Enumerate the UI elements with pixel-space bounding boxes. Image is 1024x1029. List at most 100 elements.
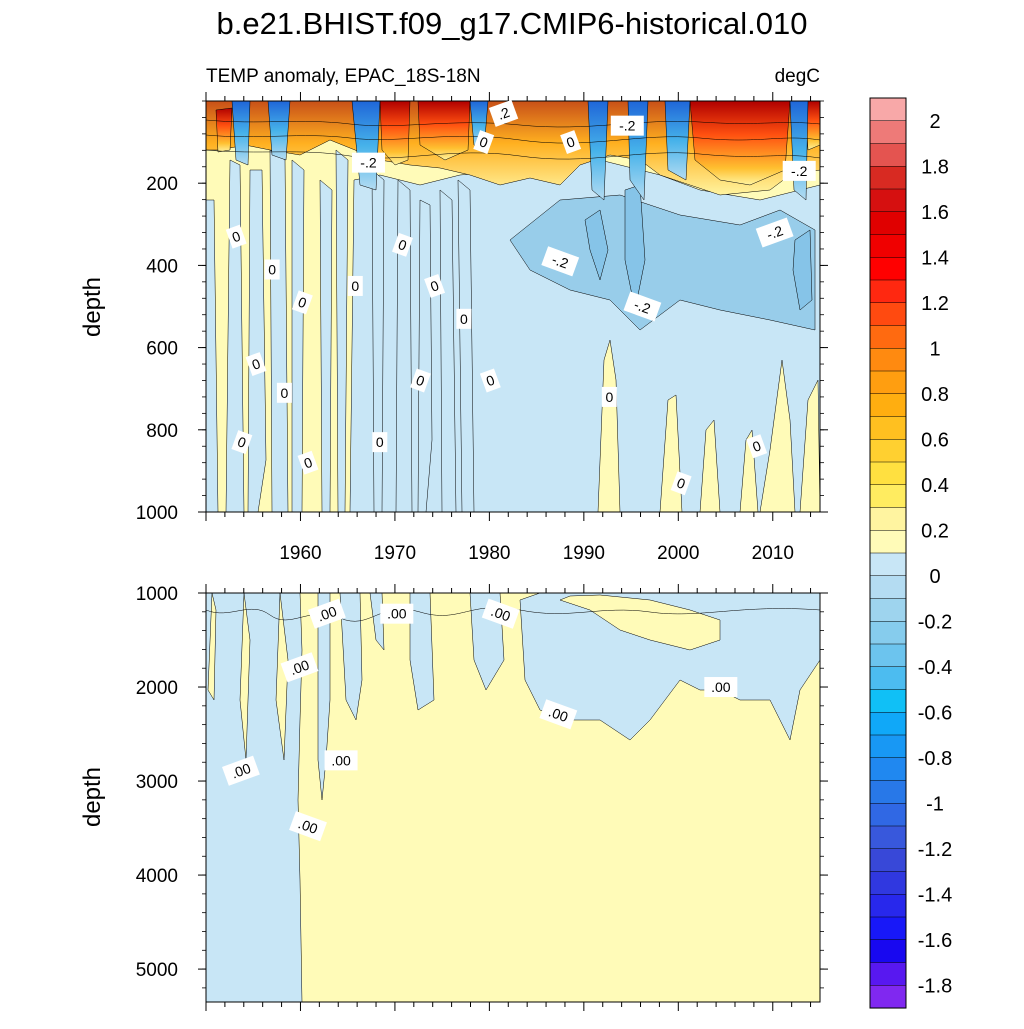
contour-label-text: -.2	[619, 118, 636, 134]
contour-label-box	[473, 130, 495, 155]
colorbar-swatch	[869, 666, 907, 691]
colorbar-label: -0.2	[918, 611, 952, 633]
contour-label-box	[541, 246, 580, 277]
panel-subtitle-left: TEMP anomaly, EPAC_18S-18N	[206, 66, 481, 87]
colorbar-swatch	[869, 712, 907, 736]
colorbar-swatch	[869, 211, 907, 236]
contour-label: 0	[424, 273, 446, 298]
contour-label: -.2	[541, 246, 580, 277]
contour-label-text: -.2	[632, 296, 653, 317]
contour-label-text: .00	[296, 815, 320, 837]
colorbar-swatch	[869, 120, 907, 145]
lower-y-axis: 1000 2000 3000 4000 5000	[136, 584, 828, 989]
contour-label-text: 0	[281, 385, 289, 401]
contour-label-box	[479, 368, 501, 393]
colorbar-swatch	[869, 962, 907, 986]
colorbar-label: -0.8	[918, 748, 952, 770]
contour-label-text: .00	[229, 760, 253, 782]
contour-label-text: .00	[288, 656, 312, 678]
upper-hot-patches	[215, 101, 820, 186]
contour-label-text: -.2	[791, 163, 808, 179]
contour-label-box	[409, 368, 431, 393]
colorbar-swatch	[869, 507, 907, 531]
contour-label-text: 0	[460, 311, 468, 327]
colorbar-label: 1.8	[921, 156, 949, 178]
colorbar-label: 1.6	[921, 202, 949, 224]
colorbar-label: -0.6	[918, 702, 952, 724]
contour-label: .00	[704, 677, 738, 698]
contour-label-box	[347, 275, 363, 296]
contour-label-text: 0	[351, 278, 359, 294]
y-tick-label: 1000	[136, 584, 178, 605]
contour-label: 0	[746, 434, 768, 459]
contour-label-text: -.2	[360, 155, 377, 171]
colorbar-swatch	[869, 757, 907, 782]
figure-title: b.e21.BHIST.f09_g17.CMIP6-historical.010	[216, 6, 807, 41]
contour-label: 0	[245, 352, 267, 377]
colorbar: 2 1.8 1.6 1.4 1.2 1 0.8 0.6 0.4 0.2 0 -0.2 -0.4 -0.6 -…	[869, 97, 952, 1029]
colorbar-swatch	[869, 530, 907, 554]
lower-contour-lines	[206, 607, 820, 622]
colorbar-swatch	[869, 302, 907, 327]
contour-label-box	[351, 152, 385, 173]
contour-label: 0	[264, 259, 280, 280]
lower-y-axis-label: depth	[79, 767, 106, 827]
colorbar-swatch	[869, 461, 907, 486]
colorbar-label: -0.4	[918, 657, 952, 679]
contour-label-box	[539, 699, 578, 730]
contour-label: 0	[225, 224, 247, 249]
contour-label-text: .00	[546, 703, 570, 725]
contour-label-text: .00	[489, 603, 513, 625]
colorbar-label: 0.8	[921, 384, 949, 406]
upper-y-axis: 200 400 600 800 1000	[136, 100, 828, 524]
contour-label: 0	[372, 432, 388, 453]
contour-label: -.2	[623, 291, 662, 322]
contour-label: .00	[222, 755, 260, 786]
lower-plot-frame	[205, 592, 821, 1003]
contour-label-box	[704, 677, 738, 698]
contour-label-box	[782, 160, 816, 181]
upper-positive-fingers	[597, 339, 820, 512]
contour-label: .00	[289, 811, 327, 842]
contour-label: .00	[380, 603, 414, 624]
colorbar-label: -1.8	[918, 975, 952, 997]
colorbar-swatch	[869, 894, 907, 918]
colorbar-swatch	[869, 939, 907, 964]
contour-label: -.2	[610, 115, 644, 136]
contour-label-box	[280, 652, 319, 683]
y-tick-label: 800	[146, 421, 178, 442]
colorbar-swatch	[869, 257, 907, 281]
upper-x-axis: 1960 1970 1980 1990 2000 2010	[205, 92, 812, 564]
colorbar-label: 0.6	[921, 429, 949, 451]
colorbar-swatch	[869, 780, 907, 804]
contour-label-box	[297, 450, 319, 475]
colorbar-swatch	[869, 621, 907, 645]
colorbar-swatch	[869, 825, 907, 850]
contour-label-box	[289, 811, 327, 842]
colorbar-swatch	[869, 143, 907, 167]
x-tick-label: 1980	[468, 543, 510, 564]
y-tick-label: 1000	[136, 503, 178, 524]
contour-label-text: .00	[331, 752, 351, 768]
colorbar-swatch	[869, 552, 907, 577]
colorbar-label: 1.4	[921, 247, 949, 269]
colorbar-label: -1.4	[918, 884, 952, 906]
contour-label: .00	[481, 598, 520, 629]
contour-label-box	[392, 232, 413, 257]
colorbar-swatch	[869, 848, 907, 873]
contour-label: 0	[297, 450, 319, 475]
contour-label: .00	[539, 699, 578, 730]
colorbar-swatch	[869, 97, 907, 122]
contour-label-text: 0	[268, 262, 276, 278]
contour-label-box	[291, 290, 313, 315]
contour-label-box	[560, 130, 582, 155]
contour-label: 0	[479, 368, 501, 393]
contour-label: 0	[601, 386, 617, 407]
contour-label-box	[481, 598, 520, 629]
contour-label: 0	[347, 275, 363, 296]
contour-label-box	[276, 382, 292, 403]
contour-label-text: .00	[387, 606, 407, 622]
colorbar-swatch	[869, 348, 907, 372]
